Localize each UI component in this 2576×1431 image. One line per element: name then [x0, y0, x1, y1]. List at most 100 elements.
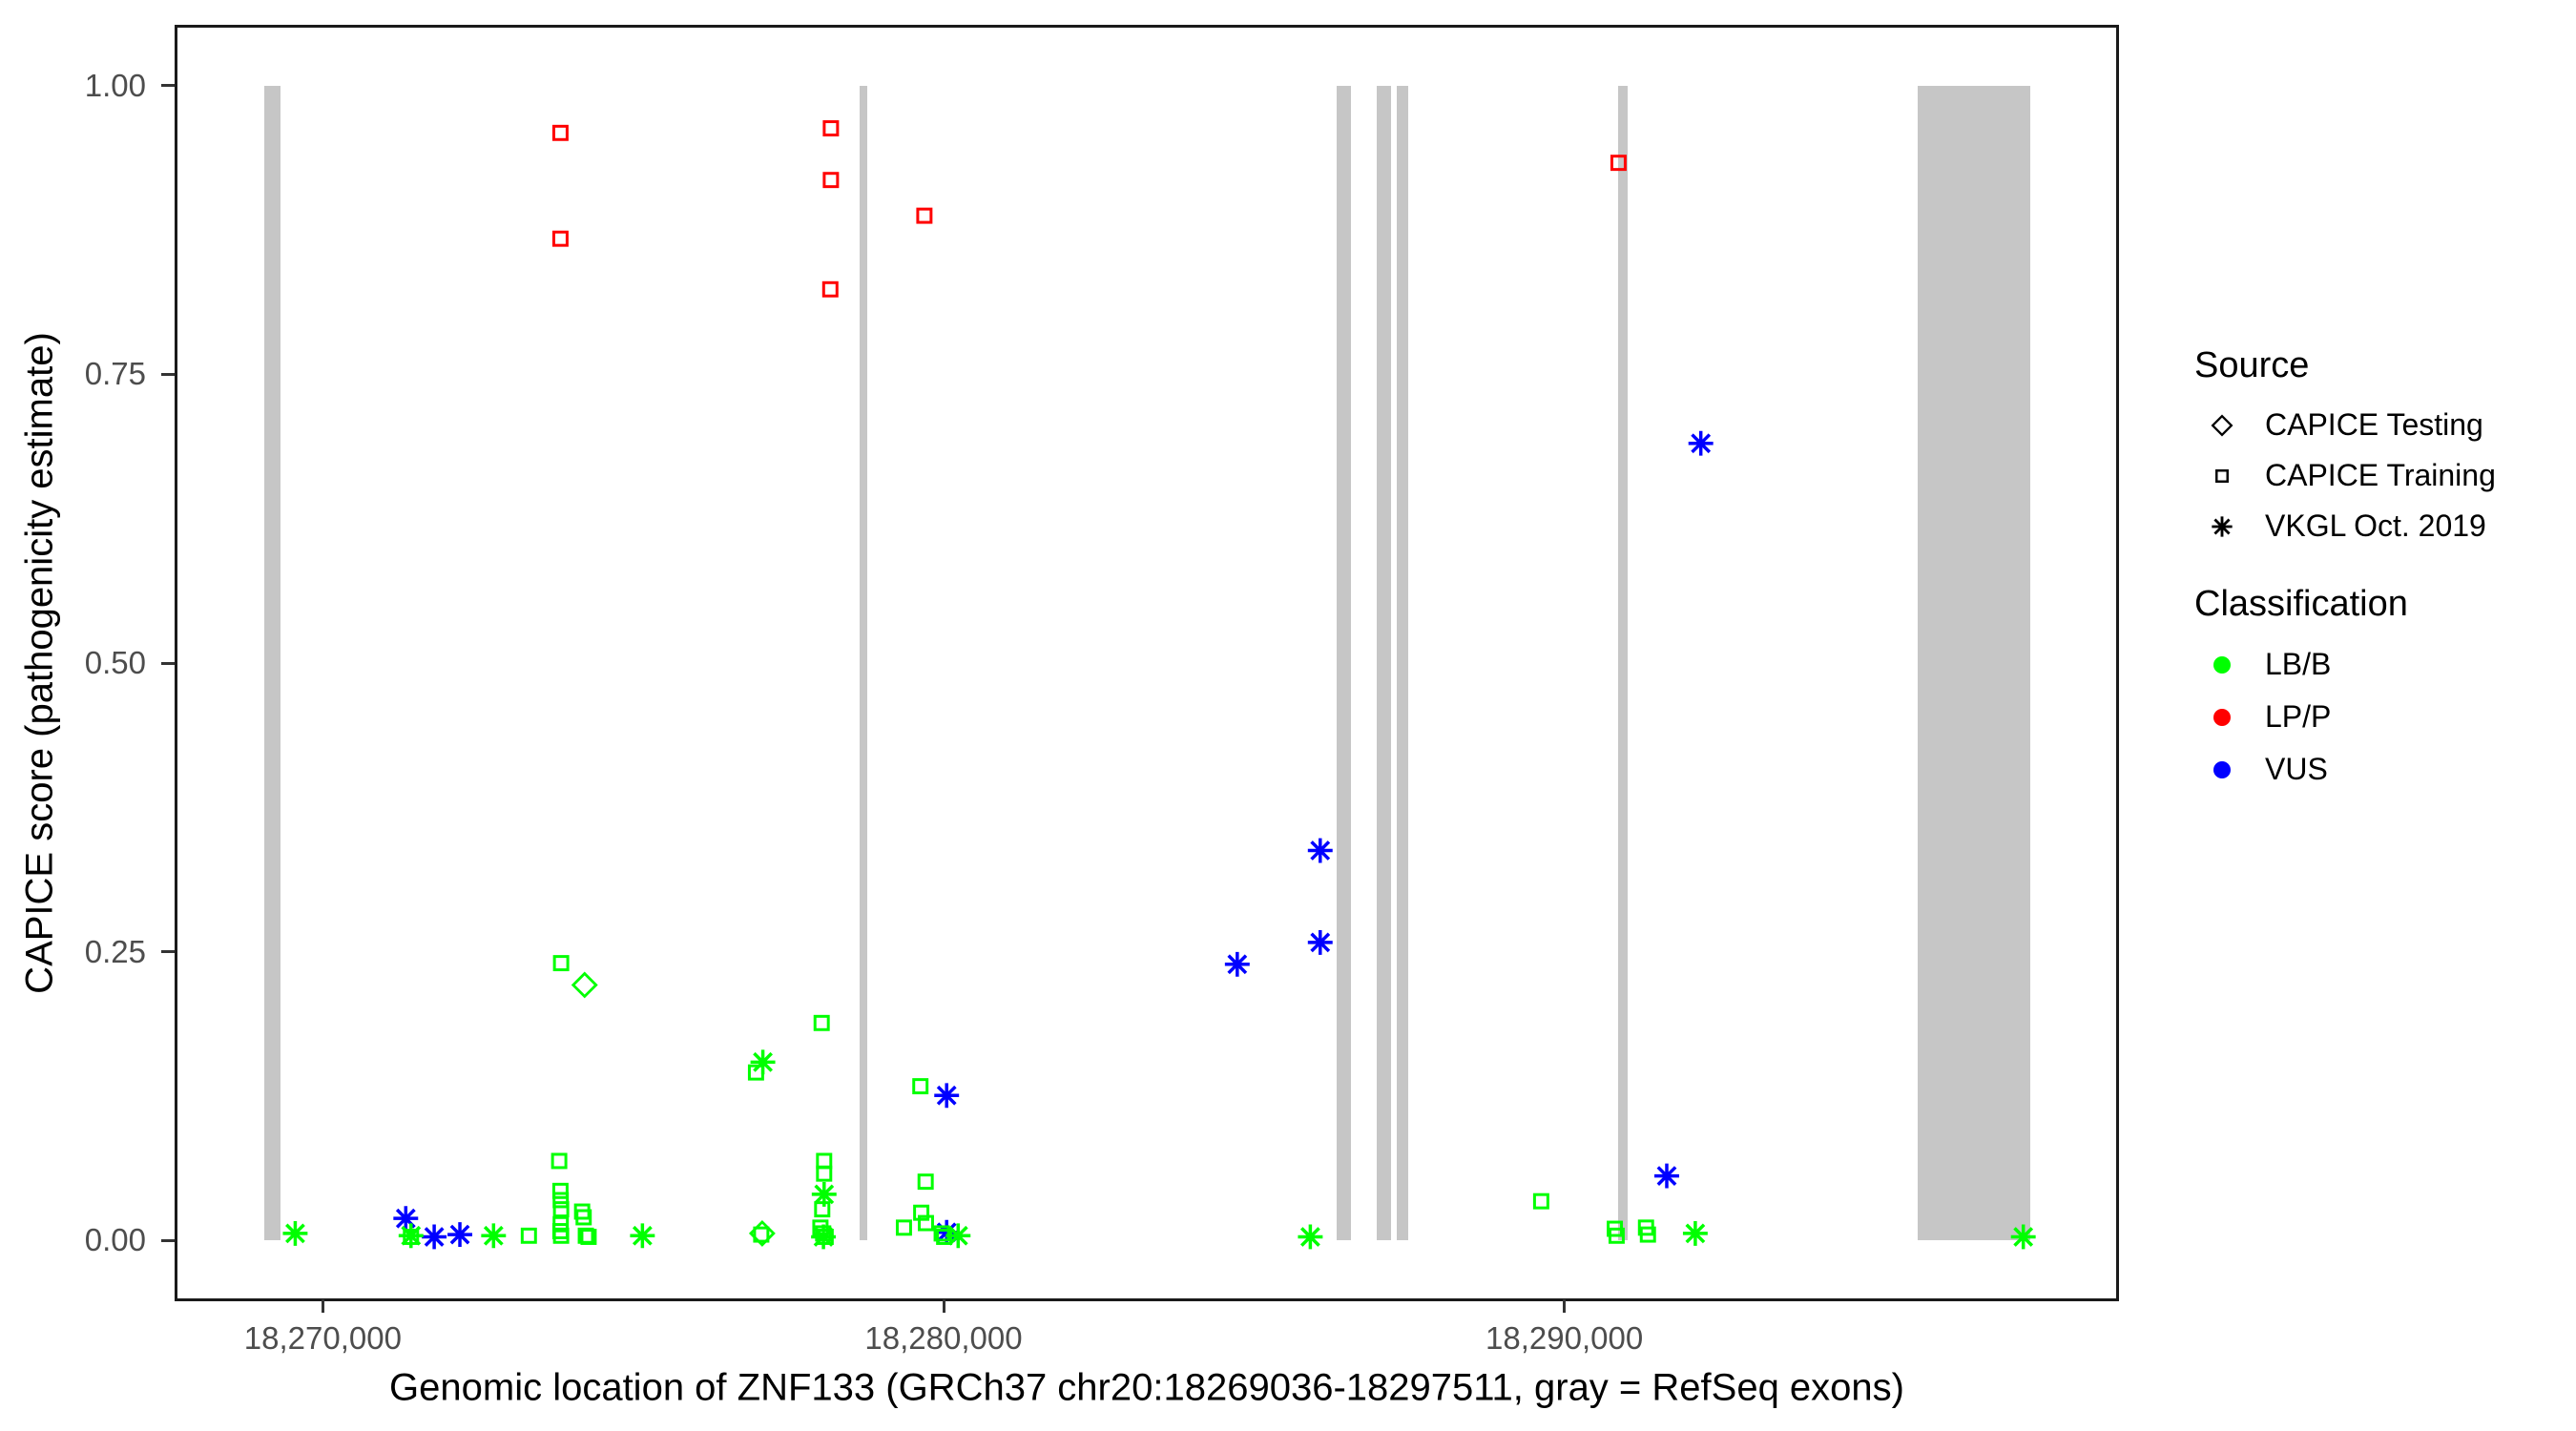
data-points-layer: [282, 120, 2036, 1250]
data-point: [1224, 951, 1250, 977]
data-point: [552, 1201, 570, 1218]
legend-item-label: VUS: [2265, 752, 2328, 786]
data-point: [580, 1229, 597, 1245]
data-point: [933, 1225, 950, 1242]
refseq-exon-bar: [859, 85, 867, 1241]
data-point: [520, 1227, 537, 1244]
data-point: [481, 1223, 507, 1249]
color-dot-icon: [2194, 760, 2250, 778]
refseq-exon-bar: [1337, 85, 1352, 1241]
x-axis-tick-mark: [321, 1299, 324, 1313]
legend-item-asterisk: VKGL Oct. 2019: [2194, 501, 2574, 551]
legend-classification-title: Classification: [2194, 584, 2408, 624]
legend-item-label: LP/P: [2265, 699, 2332, 734]
legend-source-title: Source: [2194, 345, 2310, 385]
data-point: [552, 955, 570, 972]
legend-classification-items: LB/B LP/P VUS: [2194, 638, 2574, 796]
x-axis-tick-label: 18,280,000: [864, 1320, 1023, 1356]
data-point: [821, 280, 839, 298]
data-point: [551, 1152, 568, 1170]
legend-item-square: CAPICE Training: [2194, 450, 2574, 501]
y-axis-tick-mark: [161, 661, 175, 665]
y-axis-tick-mark: [161, 1238, 175, 1242]
x-axis-tick-label: 18,270,000: [243, 1320, 402, 1356]
color-dot-icon: [2194, 655, 2250, 674]
legend-source: Source CAPICE Testing CAPICE Training VKGL…: [2194, 345, 2574, 551]
data-point: [1532, 1192, 1549, 1210]
refseq-exon-bar: [264, 85, 281, 1241]
y-axis-tick-mark: [161, 84, 175, 88]
refseq-exon-bar: [1397, 85, 1409, 1241]
data-point: [822, 120, 840, 136]
data-point: [934, 1219, 960, 1245]
data-point: [917, 1173, 934, 1191]
data-point: [2010, 1224, 2036, 1250]
data-point: [895, 1219, 912, 1236]
data-point: [1307, 929, 1333, 955]
data-point: [398, 1223, 424, 1249]
square-icon: [2194, 455, 2250, 497]
data-point: [814, 1201, 831, 1218]
y-axis-title: CAPICE score (pathogenicity estimate): [18, 332, 61, 994]
refseq-exon-bar: [1617, 85, 1629, 1241]
y-axis-tick-label: 0.50: [84, 645, 146, 680]
data-point: [282, 1220, 308, 1246]
data-point: [811, 1181, 837, 1207]
y-axis-tick-mark: [161, 372, 175, 376]
data-point: [1610, 155, 1627, 172]
data-point: [1608, 1227, 1625, 1244]
data-point: [753, 1226, 770, 1243]
legend-item-vus: VUS: [2194, 743, 2574, 796]
legend-item-label: CAPICE Testing: [2265, 407, 2483, 442]
data-point: [1639, 1226, 1656, 1243]
x-axis-tick-mark: [1563, 1299, 1567, 1313]
data-point: [571, 971, 598, 999]
data-point: [816, 1165, 833, 1182]
data-point: [393, 1206, 419, 1232]
data-point: [811, 1224, 837, 1250]
legend-classification: Classification LB/B LP/P VUS: [2194, 584, 2574, 796]
legend-item-label: CAPICE Training: [2265, 458, 2496, 492]
refseq-exon-bar: [1377, 85, 1392, 1241]
legend-item-lbb: LB/B: [2194, 638, 2574, 691]
x-axis-title: Genomic location of ZNF133 (GRCh37 chr20…: [389, 1366, 1904, 1409]
exon-bars-layer: [177, 28, 2116, 1298]
data-point: [912, 1078, 929, 1095]
data-point: [422, 1224, 447, 1250]
data-point: [552, 1192, 570, 1209]
y-axis-tick-mark: [161, 950, 175, 954]
x-axis-tick-mark: [942, 1299, 945, 1313]
data-point: [913, 1204, 930, 1221]
data-point: [551, 1182, 569, 1199]
legend-item-lpp: LP/P: [2194, 691, 2574, 743]
data-point: [551, 124, 569, 141]
data-point: [575, 1209, 592, 1226]
data-point: [750, 1049, 776, 1075]
color-dot-icon: [2194, 708, 2250, 726]
data-point: [1307, 838, 1333, 863]
data-point: [916, 207, 933, 224]
legend-item-label: LB/B: [2265, 647, 2332, 681]
x-axis-tick-label: 18,290,000: [1485, 1320, 1644, 1356]
data-point: [934, 1083, 960, 1109]
diamond-icon: [2194, 404, 2250, 446]
data-point: [1298, 1224, 1323, 1250]
data-point: [1682, 1220, 1708, 1246]
data-point: [813, 1014, 830, 1031]
data-point: [822, 172, 840, 189]
y-axis-tick-label: 0.00: [84, 1222, 146, 1258]
data-point: [945, 1223, 971, 1249]
legend-item-diamond: CAPICE Testing: [2194, 400, 2574, 450]
legend-item-label: VKGL Oct. 2019: [2265, 508, 2486, 543]
plot-panel: [175, 25, 2119, 1301]
data-point: [1654, 1163, 1679, 1189]
y-axis-tick-label: 0.75: [84, 356, 146, 392]
y-axis-tick-label: 1.00: [84, 67, 146, 103]
legend-source-items: CAPICE Testing CAPICE Training VKGL Oct. 2…: [2194, 400, 2574, 551]
data-point: [918, 1214, 934, 1232]
data-point: [551, 230, 569, 247]
data-point: [1688, 430, 1714, 456]
data-point: [552, 1227, 570, 1244]
refseq-exon-bar: [1917, 85, 2031, 1241]
